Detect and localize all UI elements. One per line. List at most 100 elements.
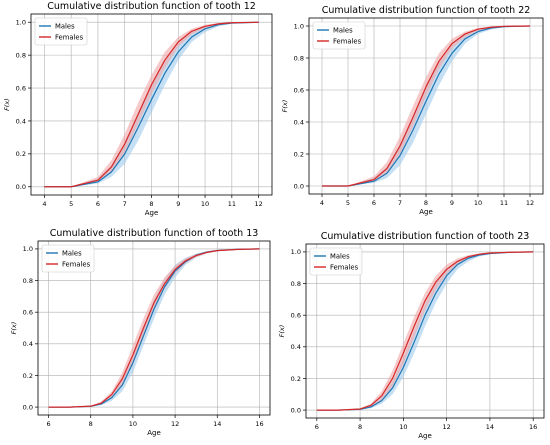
chart-title: Cumulative distribution function of toot… xyxy=(47,1,256,12)
chart-title: Cumulative distribution function of toot… xyxy=(50,228,259,239)
y-tick-label: 0.2 xyxy=(291,375,301,383)
x-tick-label: 5 xyxy=(346,199,350,207)
y-tick-label: 0.2 xyxy=(23,372,33,380)
legend-box xyxy=(34,17,88,46)
band-males xyxy=(322,26,530,186)
x-tick-label: 8 xyxy=(89,420,93,428)
chart-panel-2: 4 5 6 7 8 9 10 11 12 0.0 0.2 0.4 0.6 0.8 1.0 Cumulative… xyxy=(281,5,544,216)
x-axis-label: Age xyxy=(418,432,432,440)
y-tick-label: 0.4 xyxy=(23,340,33,348)
x-tick-label: 8 xyxy=(424,199,428,207)
x-tick-label: 7 xyxy=(398,199,402,207)
line-females xyxy=(48,248,260,408)
x-tick-label: 8 xyxy=(149,200,153,208)
legend-label-males: Males xyxy=(62,249,82,257)
x-axis-label: Age xyxy=(145,209,159,217)
x-tick-label: 16 xyxy=(529,423,537,431)
y-tick-label: 0.6 xyxy=(294,86,304,94)
y-tick-label: 1.0 xyxy=(23,245,33,253)
y-tick-label: 0.8 xyxy=(291,280,301,288)
legend-box xyxy=(312,21,366,50)
legend-label-males: Males xyxy=(333,26,353,34)
y-tick-label: 0.8 xyxy=(16,51,26,59)
x-tick-label: 6 xyxy=(96,200,100,208)
series-group xyxy=(48,248,260,408)
x-tick-label: 4 xyxy=(42,200,46,208)
x-tick-label: 10 xyxy=(201,200,209,208)
y-tick-label: 0.0 xyxy=(291,406,301,414)
x-tick-label: 11 xyxy=(500,199,508,207)
x-tick-label: 12 xyxy=(526,199,534,207)
y-tick-label: 0.4 xyxy=(291,343,301,351)
y-axis-label: F(x) xyxy=(10,322,18,335)
chart-panel-3: 6 8 10 12 14 16 0.0 0.2 0.4 0.6 0.8 1.0 Cumulative d… xyxy=(10,228,271,437)
y-axis-label: F(x) xyxy=(281,100,289,113)
x-axis-label: Age xyxy=(147,429,161,437)
y-tick-label: 0.4 xyxy=(294,118,304,126)
series-group xyxy=(44,21,259,188)
y-tick-label: 0.0 xyxy=(16,183,26,191)
y-tick-label: 1.0 xyxy=(294,22,304,30)
x-tick-label: 4 xyxy=(320,199,324,207)
y-axis-label: F(x) xyxy=(278,325,286,338)
series-group xyxy=(316,251,534,411)
series-group xyxy=(322,25,531,187)
x-tick-label: 9 xyxy=(176,200,180,208)
legend: Males Females xyxy=(41,244,95,273)
x-tick-label: 12 xyxy=(442,423,450,431)
legend-label-females: Females xyxy=(330,263,359,271)
x-tick-label: 6 xyxy=(372,199,376,207)
line-females xyxy=(44,21,259,188)
y-tick-label: 0.4 xyxy=(16,117,26,125)
x-tick-label: 9 xyxy=(450,199,454,207)
line-females xyxy=(316,251,534,411)
x-tick-label: 5 xyxy=(69,200,73,208)
x-tick-label: 14 xyxy=(213,420,221,428)
x-tick-label: 16 xyxy=(255,420,263,428)
legend: Males Females xyxy=(312,21,366,50)
line-females xyxy=(322,25,531,187)
x-tick-label: 7 xyxy=(123,200,127,208)
x-tick-label: 11 xyxy=(228,200,236,208)
x-axis-label: Age xyxy=(419,208,433,216)
band-males xyxy=(44,22,259,187)
x-tick-label: 10 xyxy=(399,423,407,431)
y-tick-label: 0.6 xyxy=(291,311,301,319)
legend-label-females: Females xyxy=(55,33,84,41)
legend-box xyxy=(309,247,363,276)
legend-label-males: Males xyxy=(55,22,75,30)
x-tick-label: 8 xyxy=(358,423,362,431)
y-tick-label: 0.6 xyxy=(23,308,33,316)
x-tick-label: 12 xyxy=(171,420,179,428)
legend-label-females: Females xyxy=(62,260,91,268)
x-tick-label: 12 xyxy=(254,200,262,208)
legend: Males Females xyxy=(34,17,88,46)
y-tick-label: 0.8 xyxy=(294,54,304,62)
x-tick-label: 10 xyxy=(474,199,482,207)
y-tick-label: 0.2 xyxy=(16,150,26,158)
legend-label-females: Females xyxy=(333,37,362,45)
y-tick-label: 1.0 xyxy=(16,19,26,27)
x-tick-label: 6 xyxy=(315,423,319,431)
legend-box xyxy=(41,244,95,273)
x-tick-label: 14 xyxy=(486,423,494,431)
y-tick-label: 0.8 xyxy=(23,277,33,285)
line-males xyxy=(44,21,259,188)
y-tick-label: 0.6 xyxy=(16,84,26,92)
y-tick-label: 0.0 xyxy=(23,403,33,411)
plot-frame xyxy=(305,243,545,419)
legend: Males Females xyxy=(309,247,363,276)
y-tick-label: 1.0 xyxy=(291,248,301,256)
legend-label-males: Males xyxy=(330,252,350,260)
y-tick-label: 0.0 xyxy=(294,182,304,190)
y-axis-label: F(x) xyxy=(3,98,11,111)
x-tick-label: 10 xyxy=(129,420,137,428)
chart-panel-1: 4 5 6 7 8 9 10 11 12 0.0 0.2 0.4 0.6 0.8 1.0 Cumulative… xyxy=(3,1,273,217)
x-tick-label: 6 xyxy=(46,420,50,428)
plot-frame xyxy=(37,240,271,416)
y-tick-label: 0.2 xyxy=(294,150,304,158)
chart-title: Cumulative distribution function of toot… xyxy=(322,5,531,16)
chart-title: Cumulative distribution function of toot… xyxy=(321,231,530,242)
line-males xyxy=(322,25,531,187)
